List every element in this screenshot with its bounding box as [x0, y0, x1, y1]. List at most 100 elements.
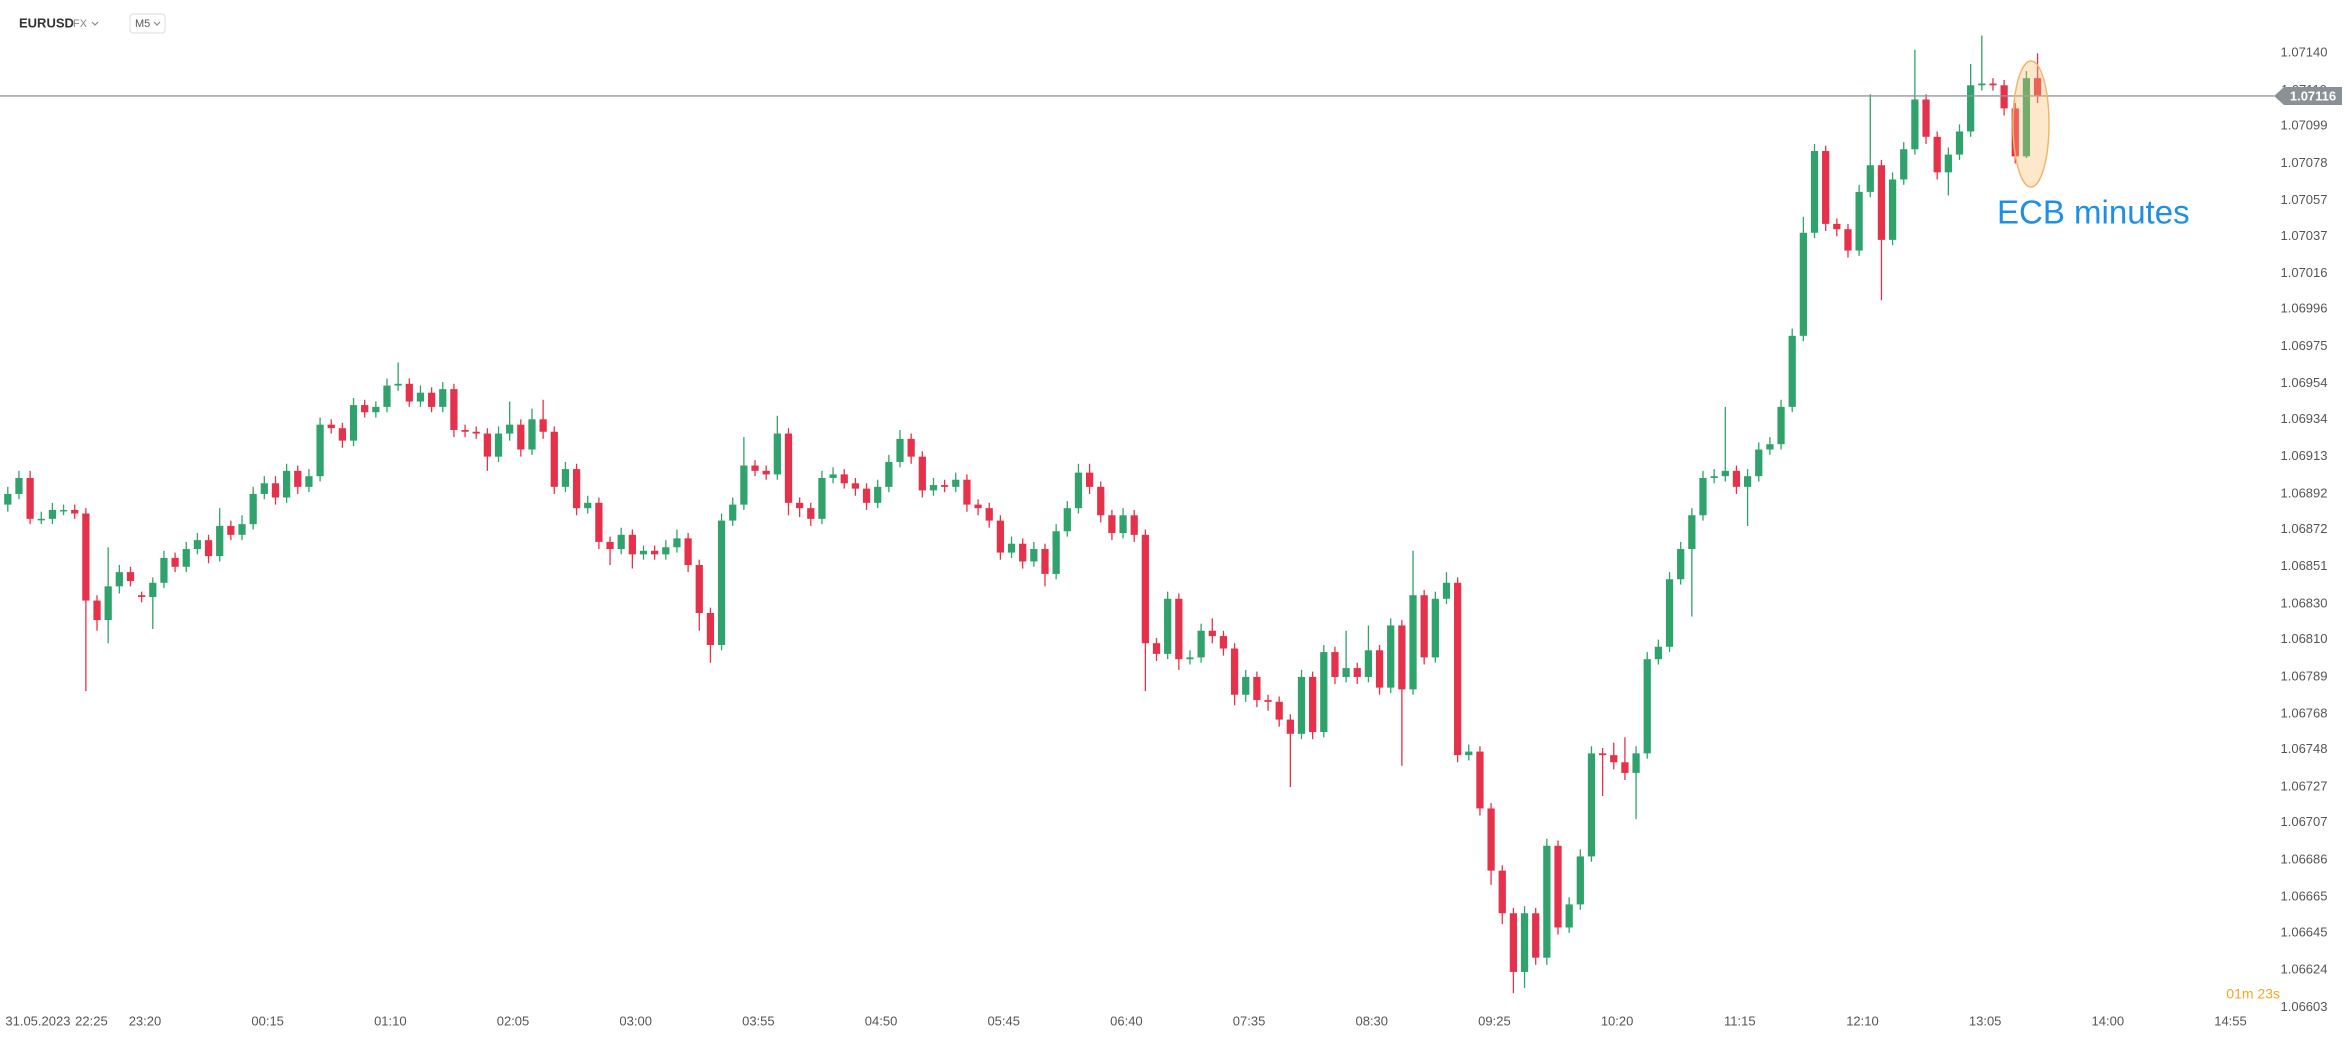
candle-body — [405, 383, 413, 402]
candle-body — [1866, 165, 1874, 192]
x-tick-label: 02:05 — [497, 1013, 530, 1028]
candle-body — [1398, 625, 1406, 690]
candle-body — [985, 508, 993, 521]
candle-body — [1119, 515, 1127, 534]
x-tick-label: 08:30 — [1355, 1013, 1388, 1028]
candle-body — [829, 474, 837, 478]
candle-body — [1833, 223, 1841, 230]
candle-body — [138, 595, 146, 598]
candle-body — [595, 502, 603, 542]
candle-body — [1420, 595, 1428, 658]
candle-body — [1297, 676, 1306, 734]
candle-body — [1309, 676, 1317, 733]
candle-body — [115, 572, 123, 587]
candle-body — [1476, 751, 1484, 809]
candle-body — [1353, 668, 1361, 677]
symbol[interactable]: EURUSD — [19, 15, 74, 30]
candle-body — [874, 486, 882, 503]
candle-body — [204, 540, 213, 557]
y-tick-label: 1.06748 — [2281, 741, 2328, 756]
market[interactable]: FX — [73, 18, 88, 30]
candle-body — [952, 479, 960, 487]
candle-body — [561, 469, 570, 487]
market-chevron[interactable] — [91, 21, 99, 26]
candle-body — [1074, 472, 1083, 509]
candle-body — [1877, 165, 1886, 240]
candle-body — [1788, 335, 1796, 407]
candle-body — [26, 477, 34, 519]
candle-body — [1576, 856, 1584, 905]
candle-body — [639, 550, 648, 555]
x-tick-label: 03:00 — [619, 1013, 652, 1028]
y-tick-label: 1.06830 — [2281, 596, 2328, 611]
candle-body — [450, 389, 458, 430]
candle-body — [762, 470, 770, 475]
x-tick-label: 22:25 — [75, 1013, 108, 1028]
candle-body — [1219, 636, 1228, 649]
timeframe[interactable]: M5 — [135, 18, 150, 30]
candle-body — [316, 424, 324, 477]
candle-body — [1454, 582, 1462, 756]
candle-body — [929, 485, 938, 491]
candle-body — [361, 405, 369, 413]
last-price-tag — [2274, 86, 2342, 105]
candle-body — [15, 477, 23, 494]
y-tick-label: 1.06851 — [2281, 558, 2328, 573]
timeframe-chevron[interactable] — [153, 21, 161, 26]
candle-body — [1286, 719, 1294, 734]
candle-body — [729, 504, 737, 521]
candle-body — [550, 431, 558, 487]
x-tick-label: 10:20 — [1601, 1013, 1634, 1028]
candle-body — [1978, 83, 1986, 86]
candle-body — [82, 513, 90, 601]
candle-body — [271, 483, 280, 498]
candle-body — [1598, 753, 1607, 756]
candle-body — [1063, 508, 1071, 532]
candle-body — [673, 538, 681, 548]
y-tick-label: 1.07037 — [2281, 228, 2328, 243]
candle-body — [807, 508, 815, 519]
candle-body — [1230, 648, 1239, 695]
candle-body — [1989, 83, 1997, 86]
candle-body — [4, 493, 12, 505]
candle-body — [773, 433, 781, 475]
candle-body — [572, 469, 581, 509]
x-tick-label: 13:05 — [1969, 1013, 2002, 1028]
candle-body — [1175, 598, 1183, 660]
x-tick-label: 05:45 — [987, 1013, 1020, 1028]
candle-body — [71, 509, 79, 514]
candle-body — [751, 465, 759, 471]
candle-body — [249, 493, 257, 525]
candle-body — [1152, 643, 1161, 654]
candle-body — [126, 572, 135, 582]
annotation: ECB minutes — [1997, 194, 2190, 231]
y-tick-label: 1.06789 — [2281, 668, 2328, 683]
candle-body — [1922, 99, 1930, 137]
candle-body — [104, 586, 112, 621]
candle-body — [1710, 476, 1718, 478]
candle-body — [1130, 515, 1138, 535]
candle-body — [651, 550, 659, 555]
x-tick-label: 01:10 — [374, 1013, 407, 1028]
candle-body — [907, 438, 915, 457]
candle-body — [1364, 650, 1373, 677]
candle-body — [740, 465, 748, 505]
candle-body — [1409, 595, 1417, 690]
candle-body — [171, 557, 179, 567]
y-tick-label: 1.07099 — [2281, 118, 2328, 133]
candle-body — [1097, 486, 1105, 516]
timeframe-button[interactable] — [129, 13, 166, 34]
candle-body — [1342, 668, 1350, 677]
candle-body — [628, 534, 636, 555]
candle-body — [1967, 85, 1975, 132]
candle-body — [1654, 646, 1663, 660]
candle-body — [472, 431, 480, 434]
x-tick-label: 04:50 — [865, 1013, 898, 1028]
x-tick-label: 23:20 — [129, 1013, 162, 1028]
x-tick-label: 06:40 — [1110, 1013, 1143, 1028]
candle-body — [238, 524, 246, 535]
candle-body — [1264, 700, 1272, 702]
x-tick-label: 07:35 — [1233, 1013, 1266, 1028]
candle-body — [37, 518, 45, 521]
candle-body — [539, 419, 547, 432]
